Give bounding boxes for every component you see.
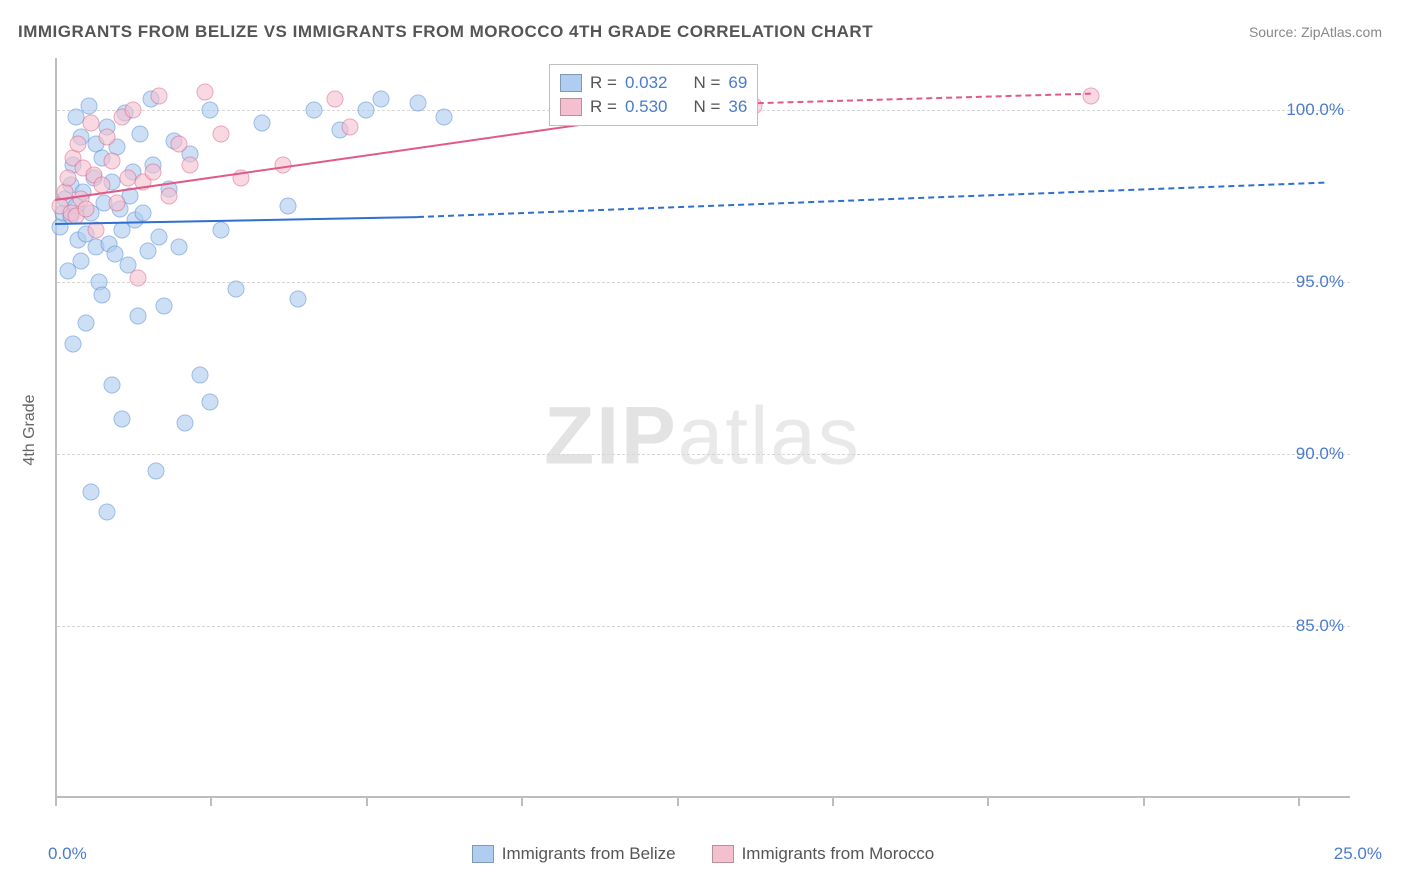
scatter-point xyxy=(150,87,167,104)
scatter-point xyxy=(1083,87,1100,104)
scatter-point xyxy=(129,270,146,287)
scatter-point xyxy=(59,170,76,187)
scatter-point xyxy=(109,194,126,211)
gridline-h xyxy=(57,454,1350,455)
legend-n-value: 36 xyxy=(728,97,747,117)
x-tick xyxy=(521,796,523,806)
legend-r-label: R = xyxy=(590,73,617,93)
scatter-point xyxy=(103,153,120,170)
scatter-point xyxy=(357,101,374,118)
scatter-point xyxy=(228,280,245,297)
legend-stats-box: R = 0.032 N = 69 R = 0.530 N = 36 xyxy=(549,64,758,126)
trend-line xyxy=(728,92,1091,104)
scatter-point xyxy=(435,108,452,125)
legend-n-value: 69 xyxy=(728,73,747,93)
x-tick xyxy=(1298,796,1300,806)
y-tick-label: 85.0% xyxy=(1296,616,1344,636)
legend-swatch xyxy=(472,845,494,863)
watermark: ZIPatlas xyxy=(544,389,861,483)
x-tick xyxy=(987,796,989,806)
scatter-point xyxy=(65,335,82,352)
y-axis-title: 4th Grade xyxy=(21,394,39,465)
scatter-point xyxy=(254,115,271,132)
scatter-point xyxy=(306,101,323,118)
legend-n-label: N = xyxy=(693,73,720,93)
scatter-point xyxy=(197,84,214,101)
x-tick xyxy=(1143,796,1145,806)
scatter-point xyxy=(114,411,131,428)
legend-swatch xyxy=(712,845,734,863)
legend-series-item: Immigrants from Morocco xyxy=(712,844,935,864)
legend-r-label: R = xyxy=(590,97,617,117)
scatter-point xyxy=(132,125,149,142)
y-tick-label: 90.0% xyxy=(1296,444,1344,464)
legend-n-label: N = xyxy=(693,97,720,117)
scatter-point xyxy=(176,414,193,431)
chart-container: IMMIGRANTS FROM BELIZE VS IMMIGRANTS FRO… xyxy=(0,0,1406,892)
scatter-point xyxy=(409,94,426,111)
scatter-point xyxy=(70,136,87,153)
legend-series-label: Immigrants from Morocco xyxy=(742,844,935,864)
x-tick xyxy=(677,796,679,806)
scatter-point xyxy=(83,483,100,500)
y-tick-label: 100.0% xyxy=(1286,100,1344,120)
scatter-point xyxy=(155,297,172,314)
trend-line xyxy=(418,182,1325,218)
scatter-point xyxy=(160,187,177,204)
x-tick xyxy=(832,796,834,806)
legend-bottom: Immigrants from Belize Immigrants from Mo… xyxy=(0,844,1406,864)
scatter-point xyxy=(373,91,390,108)
scatter-point xyxy=(192,366,209,383)
source-label: Source: ZipAtlas.com xyxy=(1249,24,1382,40)
scatter-point xyxy=(103,376,120,393)
x-tick xyxy=(366,796,368,806)
scatter-point xyxy=(98,504,115,521)
scatter-point xyxy=(212,222,229,239)
scatter-point xyxy=(78,201,95,218)
legend-r-value: 0.032 xyxy=(625,73,668,93)
scatter-point xyxy=(181,156,198,173)
scatter-point xyxy=(80,98,97,115)
scatter-point xyxy=(290,290,307,307)
scatter-point xyxy=(78,315,95,332)
scatter-point xyxy=(135,204,152,221)
y-tick-label: 95.0% xyxy=(1296,272,1344,292)
scatter-point xyxy=(148,463,165,480)
legend-series-item: Immigrants from Belize xyxy=(472,844,676,864)
legend-stats-row: R = 0.530 N = 36 xyxy=(560,95,747,119)
legend-stats-row: R = 0.032 N = 69 xyxy=(560,71,747,95)
scatter-point xyxy=(202,394,219,411)
legend-swatch xyxy=(560,74,582,92)
x-tick xyxy=(55,796,57,806)
legend-swatch xyxy=(560,98,582,116)
scatter-point xyxy=(145,163,162,180)
scatter-point xyxy=(150,228,167,245)
scatter-point xyxy=(129,308,146,325)
scatter-point xyxy=(140,242,157,259)
scatter-point xyxy=(93,287,110,304)
scatter-point xyxy=(212,125,229,142)
chart-title: IMMIGRANTS FROM BELIZE VS IMMIGRANTS FRO… xyxy=(18,22,873,42)
scatter-point xyxy=(98,129,115,146)
scatter-point xyxy=(171,136,188,153)
trend-line xyxy=(55,216,418,225)
gridline-h xyxy=(57,626,1350,627)
y-axis-line xyxy=(55,58,57,796)
scatter-point xyxy=(72,253,89,270)
scatter-point xyxy=(124,101,141,118)
scatter-point xyxy=(119,170,136,187)
scatter-point xyxy=(280,198,297,215)
scatter-point xyxy=(171,239,188,256)
legend-series-label: Immigrants from Belize xyxy=(502,844,676,864)
plot-area: ZIPatlas 85.0% 90.0% 95.0% 100.0% xyxy=(55,58,1350,798)
scatter-point xyxy=(202,101,219,118)
x-tick xyxy=(210,796,212,806)
legend-r-value: 0.530 xyxy=(625,97,668,117)
scatter-point xyxy=(83,115,100,132)
gridline-h xyxy=(57,282,1350,283)
scatter-point xyxy=(342,118,359,135)
scatter-point xyxy=(326,91,343,108)
